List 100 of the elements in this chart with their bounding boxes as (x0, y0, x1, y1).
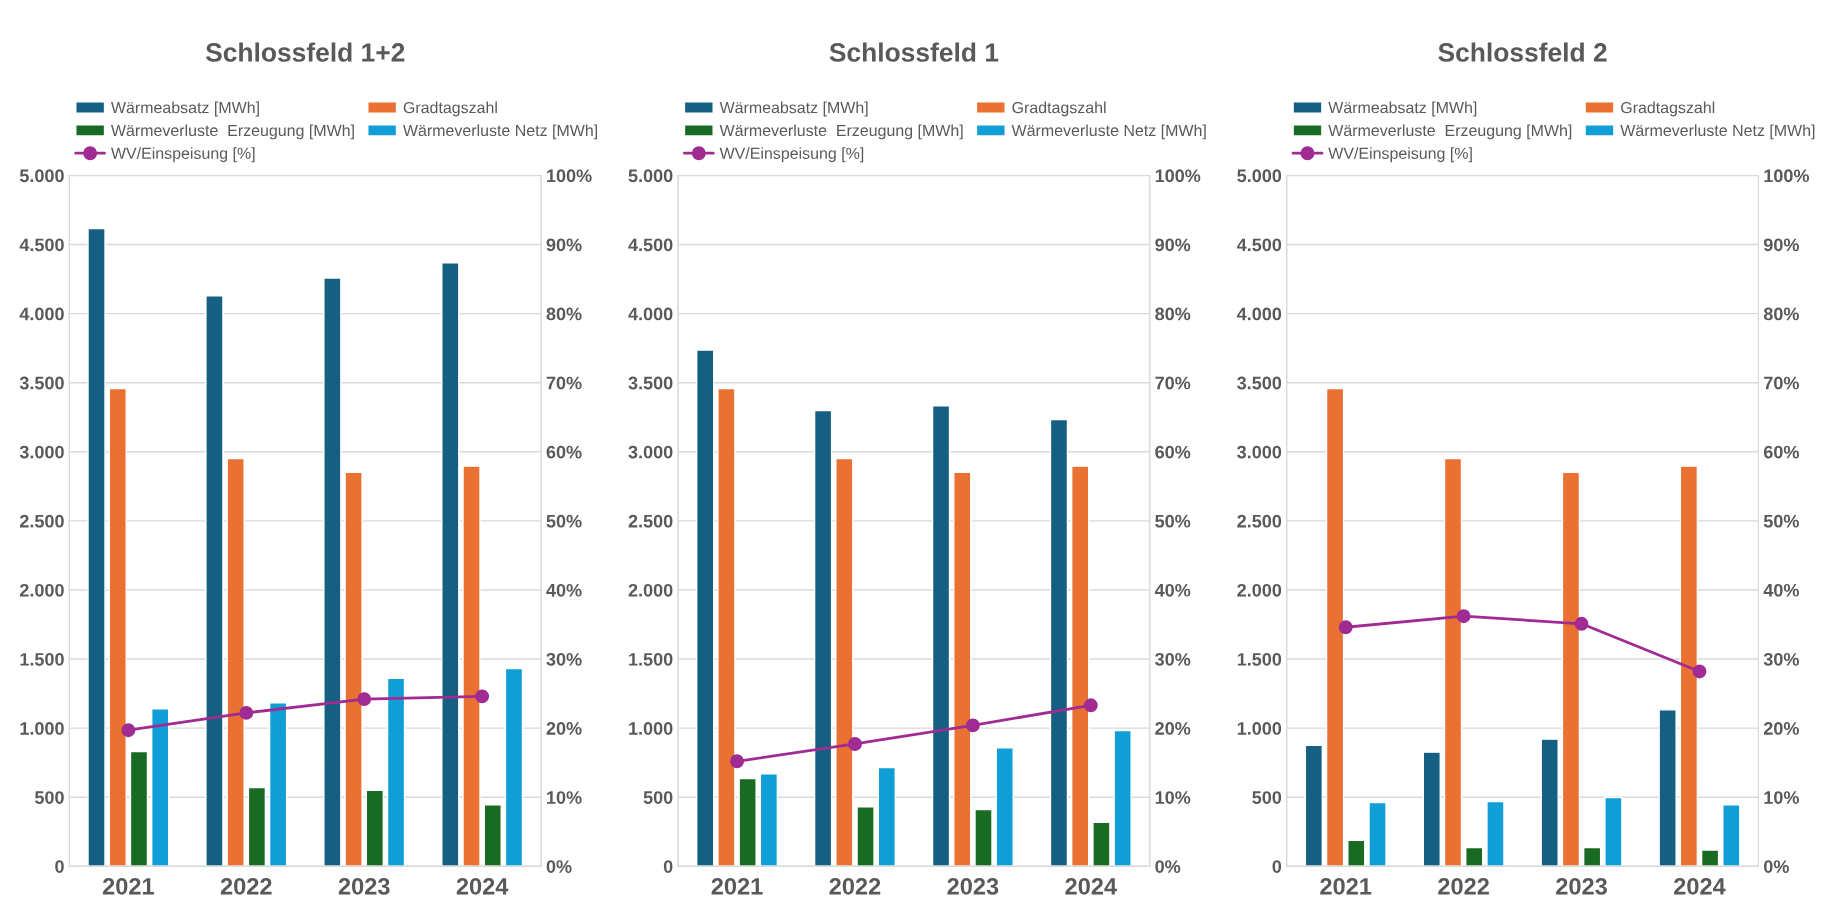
bar (87, 227, 106, 867)
y-tick-label: 4.500 (19, 238, 64, 252)
y2-tick-label: 70% (1764, 376, 1799, 390)
legend-label: Gradtagszahl (403, 101, 497, 117)
point (1338, 620, 1353, 635)
y2-tick-label: 60% (1763, 445, 1799, 459)
bar (759, 773, 779, 867)
chart-title: Schlossfeld 1+2 (205, 42, 405, 62)
y2-tick-label: 10% (1155, 791, 1191, 804)
x-tick-label: 2021 (711, 878, 763, 895)
x-tick-label: 2023 (947, 878, 999, 895)
point (239, 705, 254, 720)
point (475, 689, 490, 704)
y-tick-label: 1.000 (1237, 722, 1282, 735)
y2-tick-label: 20% (1763, 722, 1799, 735)
bar (1347, 839, 1366, 867)
y2-tick-label: 90% (1763, 238, 1799, 252)
y2-tick-label: 30% (1155, 652, 1191, 666)
y2-tick-label: 20% (546, 722, 582, 735)
point (848, 737, 862, 751)
y-tick-label: 3.000 (628, 445, 673, 459)
bar (504, 667, 524, 867)
bar (108, 387, 127, 867)
bar (835, 457, 854, 867)
bar (1304, 744, 1324, 867)
bar (247, 786, 267, 867)
y-tick-label: 0 (663, 860, 673, 873)
point (1456, 609, 1471, 624)
point (730, 754, 744, 769)
y-tick-label: 2.000 (628, 583, 673, 597)
legend-label: Gradtagszahl (1621, 101, 1715, 117)
y-tick-label: 500 (1252, 791, 1282, 804)
y-tick-label: 2.500 (628, 514, 673, 528)
y-tick-label: 0 (1272, 860, 1282, 873)
y-tick-label: 4.000 (628, 307, 673, 321)
y2-tick-label: 80% (1155, 307, 1191, 321)
bar (1700, 849, 1720, 867)
y2-tick-label: 90% (1155, 238, 1191, 252)
legend-label: Wärmeverluste Erzeugung [MWh] (110, 124, 354, 140)
bar (813, 409, 833, 867)
x-tick-label: 2024 (1674, 878, 1726, 895)
y2-tick-label: 50% (1763, 514, 1799, 528)
bar (365, 789, 385, 867)
y2-tick-label: 80% (546, 307, 582, 321)
y2-tick-label: 90% (546, 238, 582, 252)
legend-label: Wärmeabsatz [MWh] (110, 101, 259, 117)
y2-tick-label: 60% (1155, 445, 1191, 459)
bar (1604, 796, 1623, 867)
bar (953, 471, 972, 867)
bar (974, 808, 993, 867)
point (1083, 698, 1098, 713)
y2-tick-label: 0% (1764, 860, 1789, 873)
legend-label: Gradtagszahl (1012, 101, 1106, 117)
legend-label: Wärmeverluste Netz [MWh] (1620, 124, 1815, 140)
x-tick-label: 2023 (338, 878, 390, 895)
y-tick-label: 3.500 (628, 376, 673, 390)
y2-tick-label: 0% (1155, 860, 1181, 873)
chart-title: Schlossfeld 2 (1438, 42, 1607, 62)
y-tick-label: 1.000 (20, 722, 64, 735)
bar (1071, 465, 1090, 867)
legend-label: WV/Einspeisung [%] (719, 147, 864, 163)
y-tick-label: 3.500 (19, 376, 64, 390)
x-tick-label: 2022 (1438, 878, 1489, 895)
legend-label: Wärmeverluste Erzeugung [MWh] (1328, 124, 1572, 140)
x-tick-label: 2021 (102, 878, 154, 895)
y2-tick-label: 70% (1155, 376, 1191, 390)
y-tick-label: 2.000 (19, 583, 64, 597)
y2-tick-label: 100% (547, 169, 592, 183)
bar (877, 766, 896, 867)
legend-label: WV/Einspeisung [%] (110, 147, 255, 163)
y-tick-label: 4.500 (1236, 238, 1282, 252)
y-tick-label: 3.000 (19, 445, 64, 459)
bar (386, 677, 406, 867)
legend-label: Wärmeabsatz [MWh] (719, 101, 868, 117)
bar (695, 349, 715, 867)
chart-title: Schlossfeld 1 (829, 42, 999, 62)
y-tick-label: 500 (643, 791, 673, 804)
y-tick-label: 2.000 (1237, 583, 1282, 597)
y-tick-label: 3.000 (1237, 445, 1282, 459)
y2-tick-label: 0% (546, 860, 572, 873)
y2-tick-label: 40% (546, 583, 582, 597)
bar (717, 387, 736, 867)
y2-tick-label: 50% (546, 514, 582, 528)
bar (931, 405, 951, 867)
y2-tick-label: 20% (1155, 722, 1191, 735)
y2-tick-label: 100% (1764, 169, 1809, 183)
x-tick-label: 2024 (456, 878, 509, 895)
y-tick-label: 0 (55, 860, 64, 873)
y-tick-label: 3.500 (1237, 376, 1282, 390)
y-tick-label: 1.000 (629, 722, 673, 735)
y2-tick-label: 10% (1764, 791, 1799, 804)
bar (1092, 821, 1111, 867)
bar (205, 295, 224, 867)
bar (1486, 800, 1505, 867)
bar (1325, 387, 1345, 867)
y-tick-label: 2.500 (19, 514, 64, 528)
y-tick-label: 4.500 (628, 238, 673, 252)
y2-tick-label: 40% (1154, 583, 1191, 597)
bar (441, 262, 460, 867)
point (1574, 616, 1589, 631)
